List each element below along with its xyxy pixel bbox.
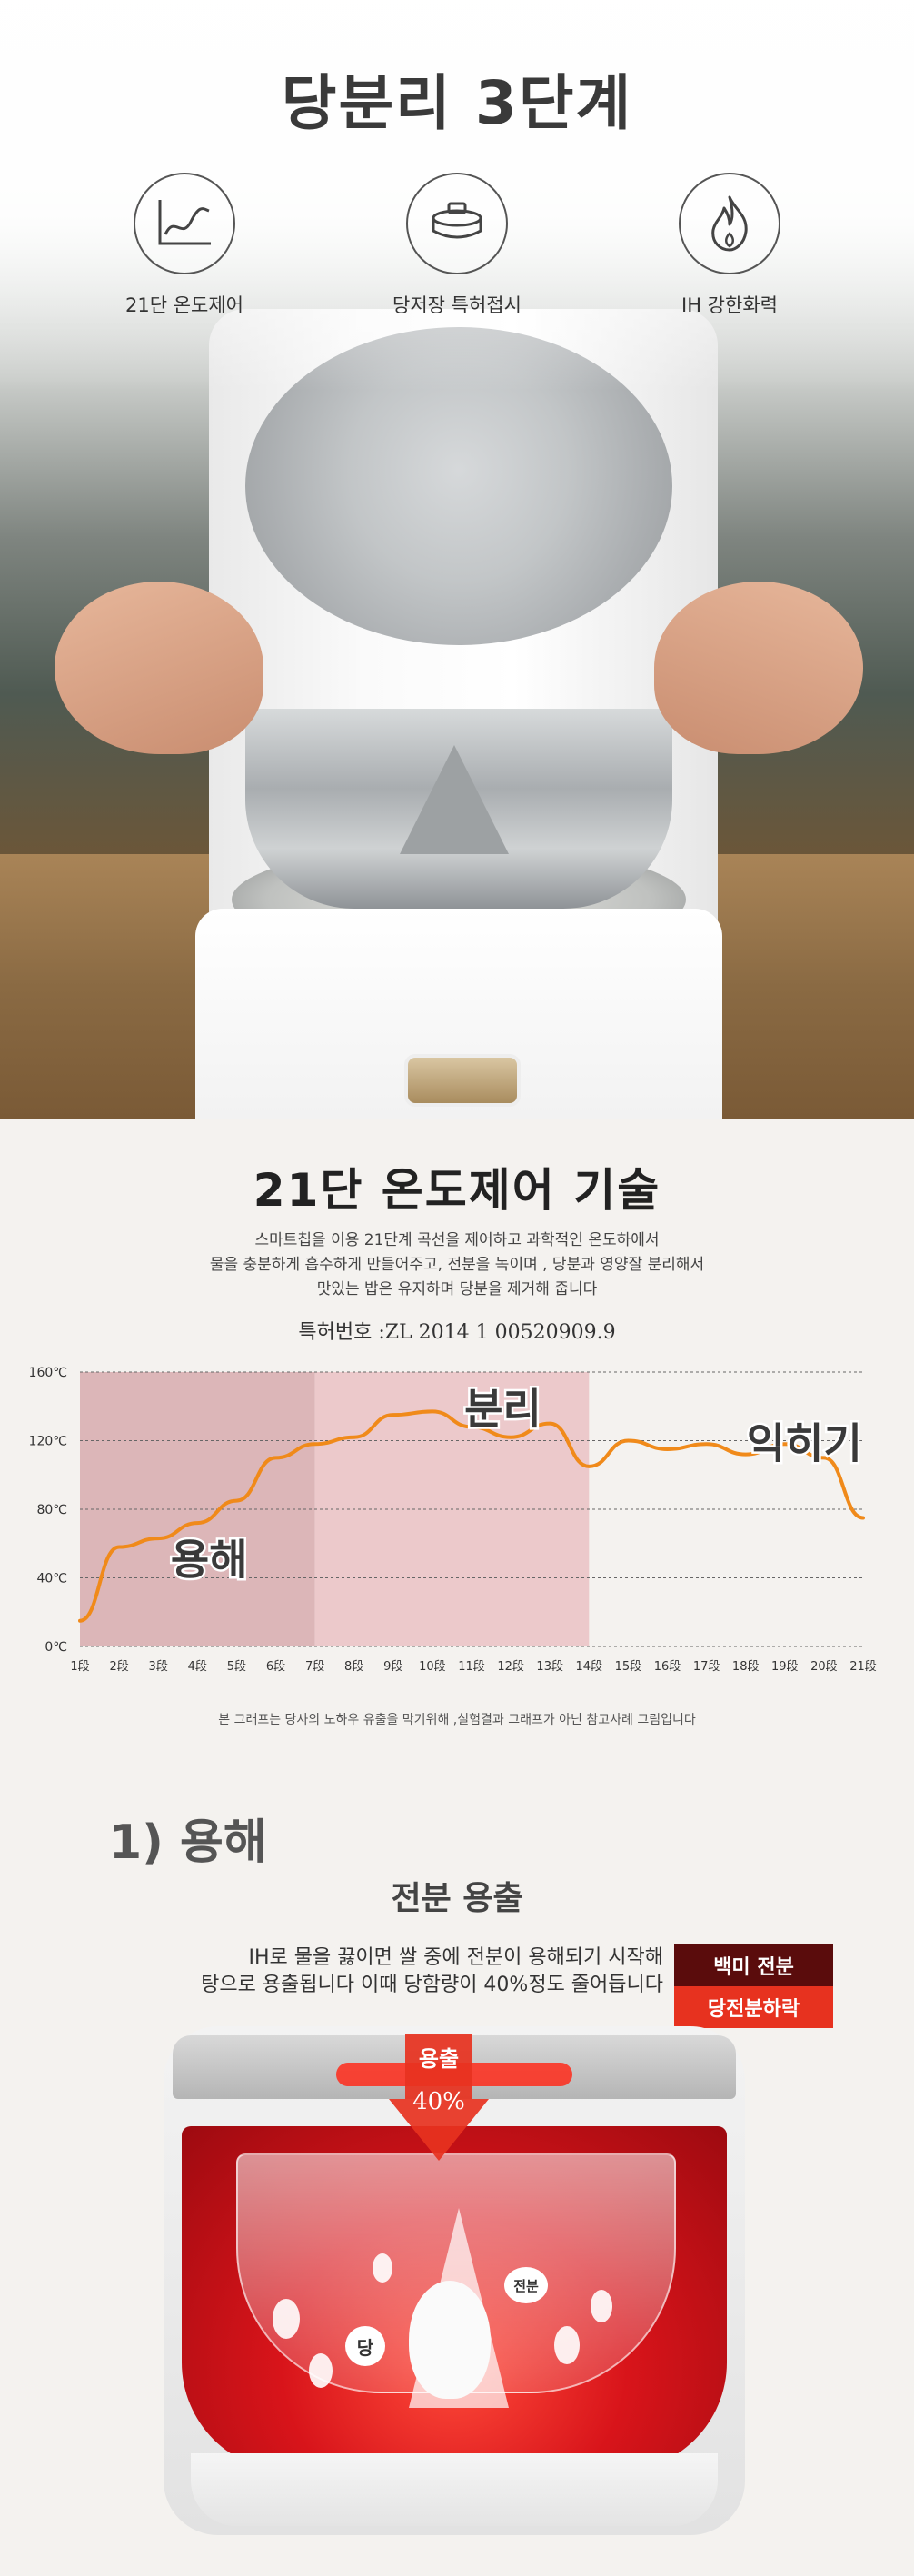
step-subtitle: 전분 용출 (391, 1880, 523, 1917)
flame-icon (679, 173, 780, 274)
y-tick-label: 160℃ (29, 1366, 67, 1380)
rice-grain (591, 2290, 612, 2322)
region-label: 용해 (171, 1536, 248, 1585)
x-tick-label: 5段 (227, 1660, 246, 1674)
x-tick-label: 18段 (732, 1660, 760, 1674)
tag-starch-down: 당전분하락 (674, 1986, 833, 2028)
x-tick-label: 19段 (771, 1660, 799, 1674)
steamer-cone (400, 745, 509, 854)
x-tick-label: 20段 (810, 1660, 838, 1674)
rice-grain (554, 2326, 580, 2364)
x-tick-label: 11段 (458, 1660, 485, 1674)
feature-temperature: 21단 온도제어 (94, 173, 275, 318)
feature-plate: 당저장 특허접시 (366, 173, 548, 318)
left-hand (55, 582, 263, 754)
x-tick-label: 8段 (344, 1660, 363, 1674)
x-tick-label: 13段 (536, 1660, 563, 1674)
feature-label: 당저장 특허접시 (392, 294, 522, 316)
y-tick-label: 0℃ (45, 1640, 67, 1655)
x-tick-label: 21段 (849, 1660, 877, 1674)
step-line: 탕으로 용출됩니다 이때 당함량이 40%정도 줄어듭니다 (201, 1974, 663, 1996)
x-tick-label: 12段 (497, 1660, 524, 1674)
x-tick-label: 10段 (419, 1660, 446, 1674)
rice-grain (309, 2353, 333, 2388)
x-tick-label: 6段 (266, 1660, 285, 1674)
cooker-cutaway-illustration: 당 전분 (164, 2026, 745, 2535)
desc-line: 스마트칩을 이용 21단계 곡선을 제어하고 과학적인 온도하에서 (254, 1231, 660, 1249)
rice-grain (373, 2253, 392, 2283)
sugar-label: 당 (345, 2326, 385, 2366)
y-tick-label: 40℃ (36, 1572, 67, 1586)
x-tick-label: 1段 (70, 1660, 89, 1674)
step-line: IH로 물을 끓이면 쌀 중에 전분이 용해되기 시작해 (248, 1946, 663, 1969)
feature-label: IH 강한화력 (681, 294, 778, 316)
x-tick-label: 7段 (305, 1660, 324, 1674)
y-tick-label: 120℃ (29, 1435, 67, 1449)
right-hand (654, 582, 863, 754)
arrow-label: 용출 (418, 2046, 460, 2072)
section-title: 21단 온도제어 기술 (253, 1164, 661, 1217)
x-tick-label: 17段 (693, 1660, 720, 1674)
desc-line: 물을 충분하게 흡수하게 만들어주고, 전분을 녹이며 , 당분과 영양잘 분리… (209, 1256, 705, 1274)
x-tick-label: 16段 (654, 1660, 681, 1674)
rice-grain (273, 2299, 300, 2339)
x-tick-label: 14段 (576, 1660, 603, 1674)
tag-white-rice-starch: 백미 전분 (674, 1944, 833, 1986)
region-label: 분리 (464, 1385, 541, 1434)
page-title: 당분리 3단계 (281, 68, 633, 138)
cooker-badge (404, 1054, 521, 1107)
section-description: 스마트칩을 이용 21단계 곡선을 제어하고 과학적인 온도하에서 물을 충분하… (0, 1228, 914, 1302)
steamer-plate-icon (406, 173, 508, 274)
starch-drop (409, 2281, 491, 2399)
x-tick-label: 2段 (109, 1660, 128, 1674)
starch-label: 전분 (504, 2267, 548, 2303)
step-heading: 1) 용해 (109, 1815, 267, 1870)
release-arrow: 용출 40% (389, 2034, 489, 2161)
feature-ih: IH 강한화력 (639, 173, 820, 318)
hero-product-photo: 당분리 3단계 21단 온도제어 당저장 특허접시 (0, 0, 914, 1119)
arrow-value: 40% (412, 2088, 465, 2115)
cutaway-base (191, 2453, 718, 2526)
feature-label: 21단 온도제어 (125, 294, 243, 316)
x-tick-label: 4段 (188, 1660, 207, 1674)
y-tick-label: 80℃ (36, 1503, 67, 1517)
temperature-curve-icon (134, 173, 235, 274)
patent-number: 특허번호 :ZL 2014 1 00520909.9 (298, 1321, 616, 1344)
region-label: 익히기 (747, 1418, 862, 1467)
desc-line: 맛있는 밥은 유지하며 당분을 제거해 줍니다 (316, 1280, 598, 1298)
x-tick-label: 3段 (149, 1660, 168, 1674)
step-description: IH로 물을 끓이면 쌀 중에 전분이 용해되기 시작해 탕으로 용출됩니다 이… (100, 1944, 663, 1999)
temperature-chart: 0℃ 40℃ 80℃ 120℃ 160℃ 1段 2段 3段 4段 5段 6段 7段 8段 9段 10段 11段… (29, 1366, 877, 1674)
x-tick-label: 9段 (383, 1660, 402, 1674)
x-tick-label: 15段 (615, 1660, 642, 1674)
down-arrow-icon (389, 2034, 489, 2161)
chart-note: 본 그래프는 당사의 노하우 유출을 막기위해 ,실험결과 그래프가 아닌 참고… (218, 1713, 696, 1727)
